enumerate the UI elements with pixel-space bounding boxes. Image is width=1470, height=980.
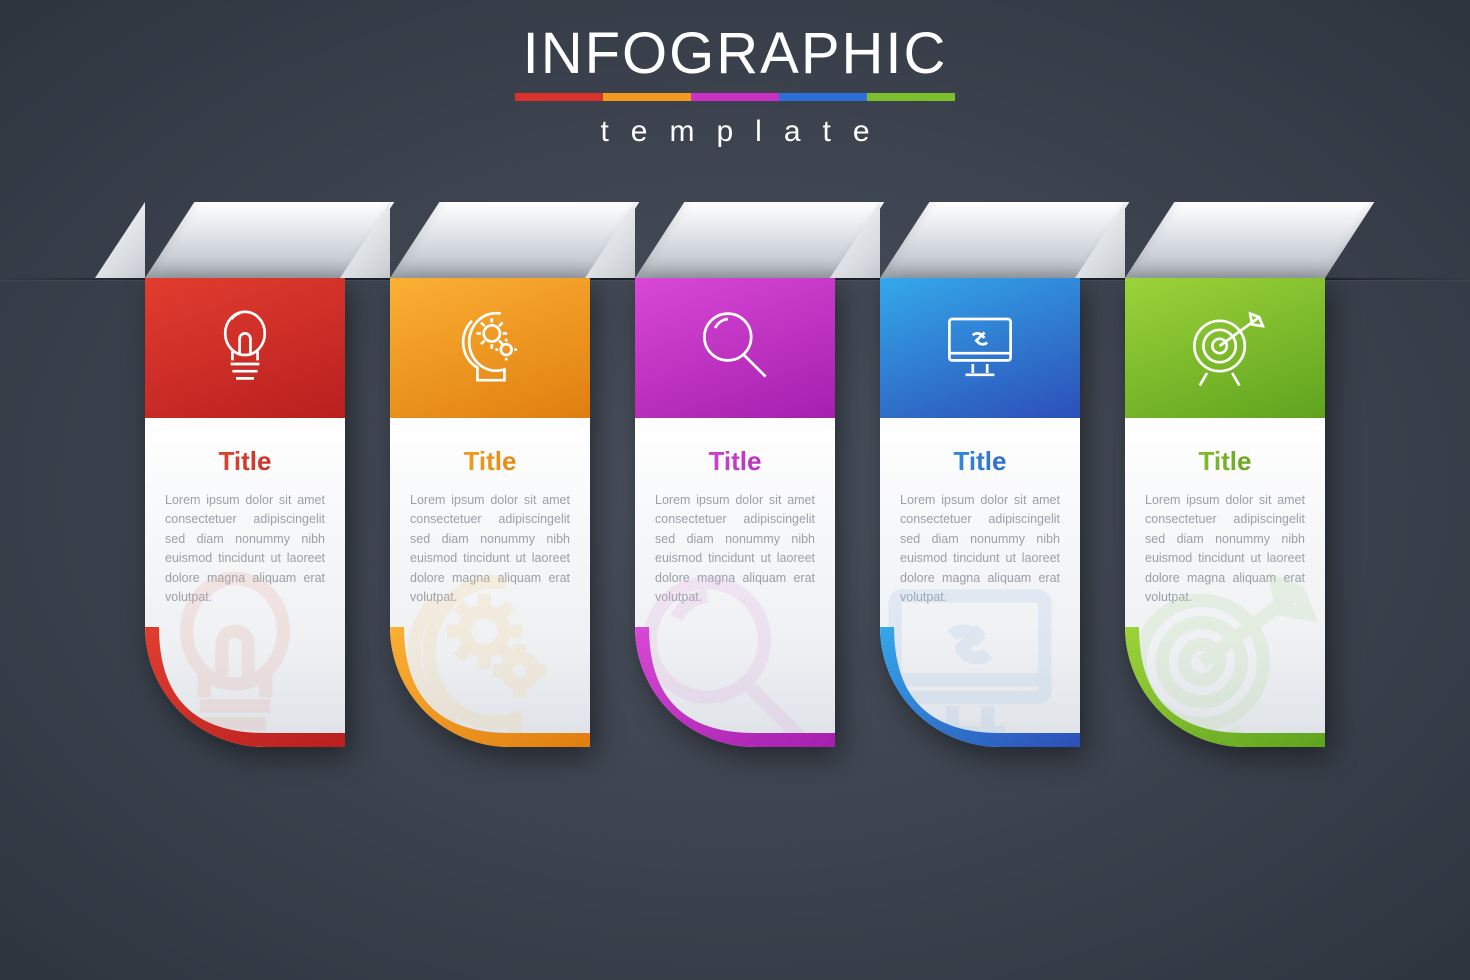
- main-title: INFOGRAPHIC: [0, 20, 1470, 87]
- ribbon-color-head: [390, 278, 590, 418]
- ribbon-2: Title Lorem ipsum dolor sit amet consecte…: [390, 202, 590, 747]
- head-gears-icon: [445, 301, 535, 396]
- monitor-link-icon: [935, 301, 1025, 396]
- ribbon-text: Lorem ipsum dolor sit amet consectetuer …: [1145, 491, 1305, 607]
- ribbon-color-head: [635, 278, 835, 418]
- ribbon-title: Title: [1145, 446, 1305, 477]
- header: INFOGRAPHIC template: [0, 0, 1470, 149]
- ribbon-text: Lorem ipsum dolor sit amet consectetuer …: [410, 491, 570, 607]
- ribbon-text: Lorem ipsum dolor sit amet consectetuer …: [900, 491, 1060, 607]
- ribbon-text: Lorem ipsum dolor sit amet consectetuer …: [655, 491, 815, 607]
- ribbon-1: Title Lorem ipsum dolor sit amet consecte…: [145, 202, 345, 747]
- ribbon-body: Title Lorem ipsum dolor sit amet consecte…: [145, 418, 345, 747]
- ribbon-body: Title Lorem ipsum dolor sit amet consecte…: [635, 418, 835, 747]
- ribbon-color-head: [145, 278, 345, 418]
- ribbon-color-head: [880, 278, 1080, 418]
- lightbulb-icon: [200, 301, 290, 396]
- ribbon-strip: Title Lorem ipsum dolor sit amet consecte…: [635, 278, 835, 747]
- ribbon-3: Title Lorem ipsum dolor sit amet consecte…: [635, 202, 835, 747]
- ribbon-strip: Title Lorem ipsum dolor sit amet consecte…: [145, 278, 345, 747]
- ribbon-text: Lorem ipsum dolor sit amet consectetuer …: [165, 491, 325, 607]
- ribbon-4: Title Lorem ipsum dolor sit amet consecte…: [880, 202, 1080, 747]
- ribbon-body: Title Lorem ipsum dolor sit amet consecte…: [880, 418, 1080, 747]
- target-icon: [1180, 301, 1270, 396]
- ribbon-title: Title: [900, 446, 1060, 477]
- ribbon-strip: Title Lorem ipsum dolor sit amet consecte…: [880, 278, 1080, 747]
- ribbon-title: Title: [410, 446, 570, 477]
- ribbon-title: Title: [165, 446, 325, 477]
- ribbon-strip: Title Lorem ipsum dolor sit amet consecte…: [390, 278, 590, 747]
- ribbons-row: Title Lorem ipsum dolor sit amet consecte…: [0, 202, 1470, 747]
- ribbon-color-head: [1125, 278, 1325, 418]
- ribbon-body: Title Lorem ipsum dolor sit amet consecte…: [1125, 418, 1325, 747]
- title-underline: [515, 93, 955, 101]
- ribbon-5: Title Lorem ipsum dolor sit amet consecte…: [1125, 202, 1325, 747]
- magnifier-icon: [690, 301, 780, 396]
- ribbon-top: [1125, 202, 1374, 278]
- ribbon-strip: Title Lorem ipsum dolor sit amet consecte…: [1125, 278, 1325, 747]
- ribbon-title: Title: [655, 446, 815, 477]
- subtitle: template: [0, 115, 1470, 149]
- ribbon-body: Title Lorem ipsum dolor sit amet consecte…: [390, 418, 590, 747]
- ribbon-fold: [95, 202, 145, 278]
